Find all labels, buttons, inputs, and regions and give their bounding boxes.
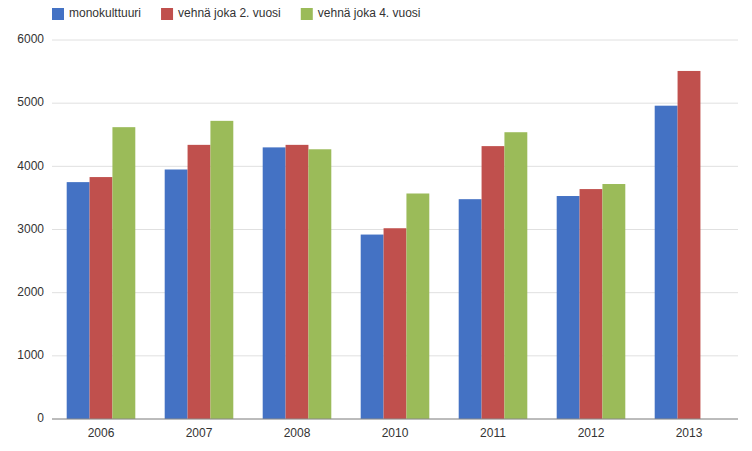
grid-line (52, 419, 738, 420)
bar (308, 149, 331, 419)
x-tick-label: 2013 (676, 426, 703, 440)
x-tick-label: 2012 (578, 426, 605, 440)
legend-item: vehnä joka 2. vuosi (161, 6, 281, 20)
y-axis: 0 1000 2000 3000 4000 5000 6000 (17, 32, 44, 425)
chart-container: 0 1000 2000 3000 4000 5000 6000 2006 2007 2008 201… (0, 0, 752, 451)
y-tick-label: 6000 (17, 32, 44, 46)
bar (580, 189, 603, 419)
bar-series (112, 121, 625, 419)
bar (90, 177, 113, 419)
bar (384, 228, 407, 419)
bar (112, 127, 135, 419)
x-axis: 2006 2007 2008 2010 2011 2012 2013 (52, 419, 738, 440)
y-tick-label: 1000 (17, 348, 44, 362)
x-tick-label: 2011 (480, 426, 506, 440)
grid-line (52, 103, 738, 104)
bar-series (90, 71, 701, 419)
legend-item: monokulttuuri (52, 6, 141, 20)
bar (188, 145, 211, 419)
y-tick-label: 5000 (17, 95, 44, 109)
bar (210, 121, 233, 419)
bar (482, 146, 505, 419)
legend-swatch (52, 8, 64, 20)
grid (52, 40, 738, 419)
bar (286, 145, 309, 419)
legend-item: vehnä joka 4. vuosi (301, 6, 421, 20)
x-tick-label: 2010 (382, 426, 409, 440)
bar (602, 184, 625, 419)
bar (67, 182, 90, 419)
bar (406, 193, 429, 419)
bar (655, 106, 678, 419)
chart-svg: 0 1000 2000 3000 4000 5000 6000 2006 2007 2008 201… (0, 0, 752, 451)
legend-label: vehnä joka 2. vuosi (178, 6, 281, 20)
y-tick-label: 3000 (17, 222, 44, 236)
bar (165, 169, 188, 419)
bar (459, 199, 482, 419)
legend: monokulttuuri vehnä joka 2. vuosi vehnä jo… (52, 6, 421, 20)
bars (67, 71, 701, 419)
legend-label: vehnä joka 4. vuosi (318, 6, 421, 20)
x-tick-label: 2007 (186, 426, 213, 440)
bar (678, 71, 701, 419)
bar-series (67, 106, 678, 419)
x-tick-label: 2008 (284, 426, 311, 440)
y-tick-label: 4000 (17, 159, 44, 173)
x-axis-line (52, 419, 738, 420)
bar (557, 196, 580, 419)
legend-swatch (161, 8, 173, 20)
y-tick-label: 0 (37, 411, 44, 425)
grid-line (52, 166, 738, 167)
bar (361, 235, 384, 419)
y-tick-label: 2000 (17, 285, 44, 299)
x-tick-label: 2006 (88, 426, 115, 440)
bar (263, 147, 286, 419)
legend-swatch (301, 8, 313, 20)
legend-label: monokulttuuri (69, 6, 141, 20)
grid-line (52, 40, 738, 41)
bar (504, 132, 527, 419)
